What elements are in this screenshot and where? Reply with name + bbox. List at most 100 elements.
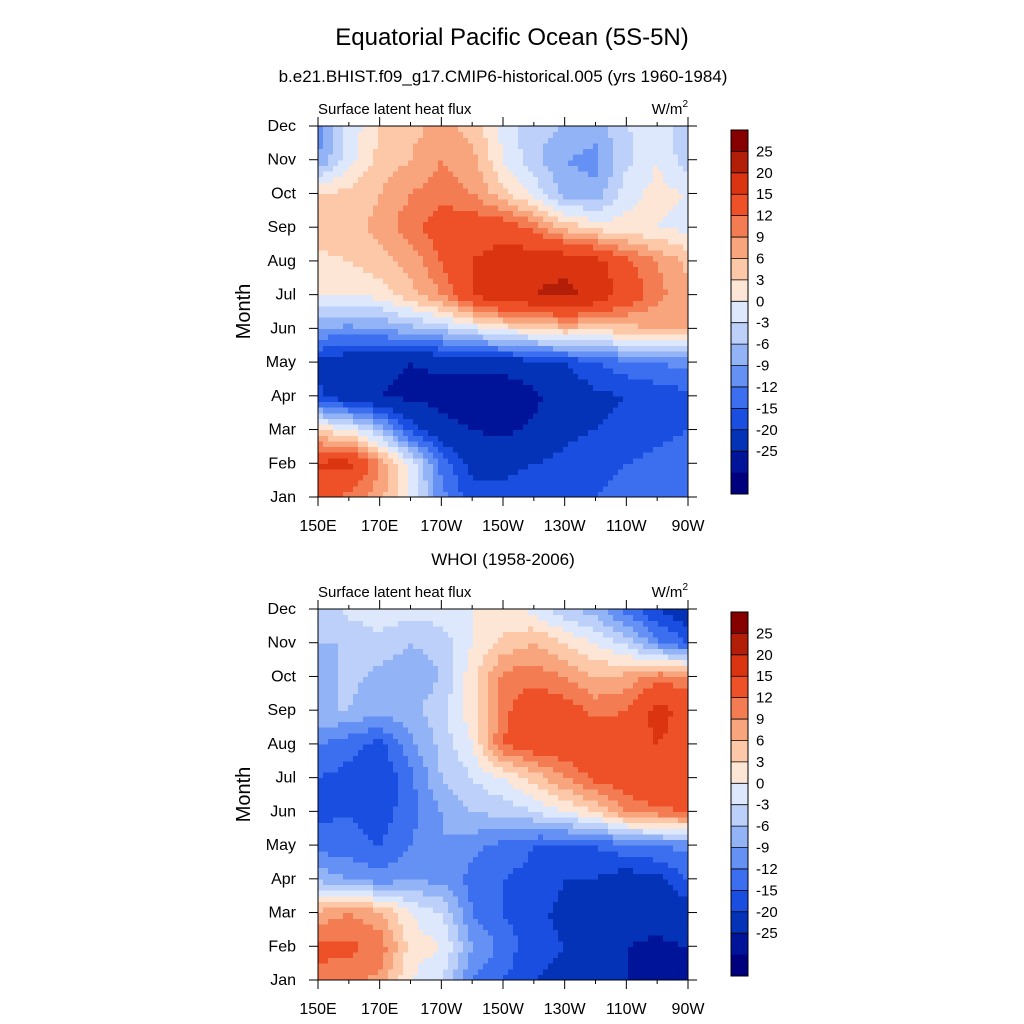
heatmap-cell (423, 294, 429, 301)
heatmap-cell (618, 238, 624, 245)
heatmap-cell (558, 227, 564, 234)
heatmap-cell (648, 345, 654, 352)
heatmap-cell (323, 142, 329, 150)
heatmap-cell (533, 480, 539, 487)
heatmap-cell (598, 227, 604, 234)
heatmap-cell (593, 367, 599, 374)
heatmap-cell (628, 249, 634, 256)
heatmap-cell (448, 289, 454, 296)
heatmap-cell (398, 176, 404, 183)
heatmap-cell (353, 491, 359, 498)
heatmap-cell (668, 227, 674, 234)
heatmap-cell (573, 378, 579, 386)
heatmap-cell (628, 474, 634, 481)
heatmap-cell (548, 260, 554, 268)
heatmap-cell (493, 294, 499, 301)
heatmap-cell (518, 401, 524, 408)
heatmap-cell (468, 345, 474, 352)
heatmap-cell (588, 333, 594, 341)
heatmap-cell (483, 131, 489, 138)
heatmap-cell (348, 311, 354, 318)
heatmap-cell (383, 418, 389, 425)
heatmap-cell (568, 294, 574, 301)
heatmap-cell (398, 249, 404, 256)
heatmap-cell (413, 300, 419, 307)
heatmap-cell (648, 277, 654, 284)
heatmap-cell (603, 165, 609, 172)
heatmap-cell (403, 317, 409, 324)
heatmap-cell (678, 210, 684, 217)
heatmap-cell (378, 429, 384, 436)
heatmap-cell (443, 401, 449, 408)
heatmap-cell (593, 148, 599, 155)
heatmap-cell (568, 429, 574, 436)
heatmap-cell (403, 227, 409, 234)
heatmap-cell (488, 362, 494, 369)
heatmap-cell (638, 367, 644, 374)
heatmap-cell (608, 407, 614, 414)
heatmap-cell (518, 485, 524, 492)
heatmap-cell (318, 378, 324, 386)
heatmap-cell (548, 300, 554, 307)
heatmap-cell (663, 418, 669, 425)
heatmap-cell (338, 154, 344, 161)
heatmap-cell (608, 457, 614, 464)
heatmap-cell (508, 390, 514, 397)
heatmap-cell (338, 255, 344, 262)
heatmap-cell (538, 322, 544, 329)
heatmap-cell (683, 176, 689, 183)
heatmap-cell (488, 126, 494, 133)
heatmap-cell (513, 378, 519, 386)
heatmap-cell (503, 137, 509, 144)
heatmap-cell (618, 322, 624, 329)
heatmap-cell (388, 333, 394, 341)
heatmap-cell (443, 491, 449, 498)
heatmap-cell (418, 272, 424, 279)
heatmap-cell (643, 384, 649, 391)
heatmap-cell (628, 277, 634, 284)
heatmap-cell (633, 339, 639, 346)
heatmap-cell (483, 412, 489, 419)
heatmap-cell (318, 137, 324, 144)
heatmap-cell (658, 345, 664, 352)
heatmap-cell (608, 311, 614, 318)
heatmap-cell (683, 356, 689, 363)
heatmap-cell (553, 468, 559, 476)
heatmap-cell (413, 322, 419, 329)
heatmap-cell (623, 182, 629, 189)
heatmap-cell (473, 193, 479, 200)
heatmap-cell (633, 390, 639, 397)
heatmap-cell (598, 333, 604, 341)
heatmap-cell (643, 435, 649, 442)
heatmap-cell (358, 339, 364, 346)
heatmap-cell (578, 333, 584, 341)
heatmap-cell (618, 373, 624, 380)
heatmap-cell (623, 463, 629, 470)
heatmap-cell (378, 474, 384, 481)
heatmap-cell (583, 440, 589, 448)
heatmap-cell (558, 401, 564, 408)
heatmap-cell (618, 474, 624, 481)
heatmap-cell (328, 227, 334, 234)
heatmap-cell (408, 356, 414, 363)
heatmap-cell (473, 244, 479, 251)
heatmap-cell (683, 300, 689, 307)
heatmap-cell (333, 328, 339, 335)
heatmap-cell (423, 249, 429, 256)
heatmap-cell (338, 463, 344, 470)
heatmap-cell (413, 294, 419, 301)
heatmap-cell (423, 350, 429, 358)
heatmap-cell (438, 491, 444, 498)
heatmap-cell (433, 244, 439, 251)
heatmap-cell (658, 311, 664, 318)
heatmap-cell (528, 485, 534, 492)
heatmap-cell (653, 407, 659, 414)
heatmap-cell (518, 142, 524, 150)
heatmap-cell (578, 328, 584, 335)
heatmap-cell (328, 390, 334, 397)
heatmap-cell (578, 480, 584, 487)
heatmap-cell (463, 412, 469, 419)
heatmap-cell (668, 423, 674, 431)
heatmap-cell (663, 289, 669, 296)
heatmap-cell (343, 215, 349, 223)
